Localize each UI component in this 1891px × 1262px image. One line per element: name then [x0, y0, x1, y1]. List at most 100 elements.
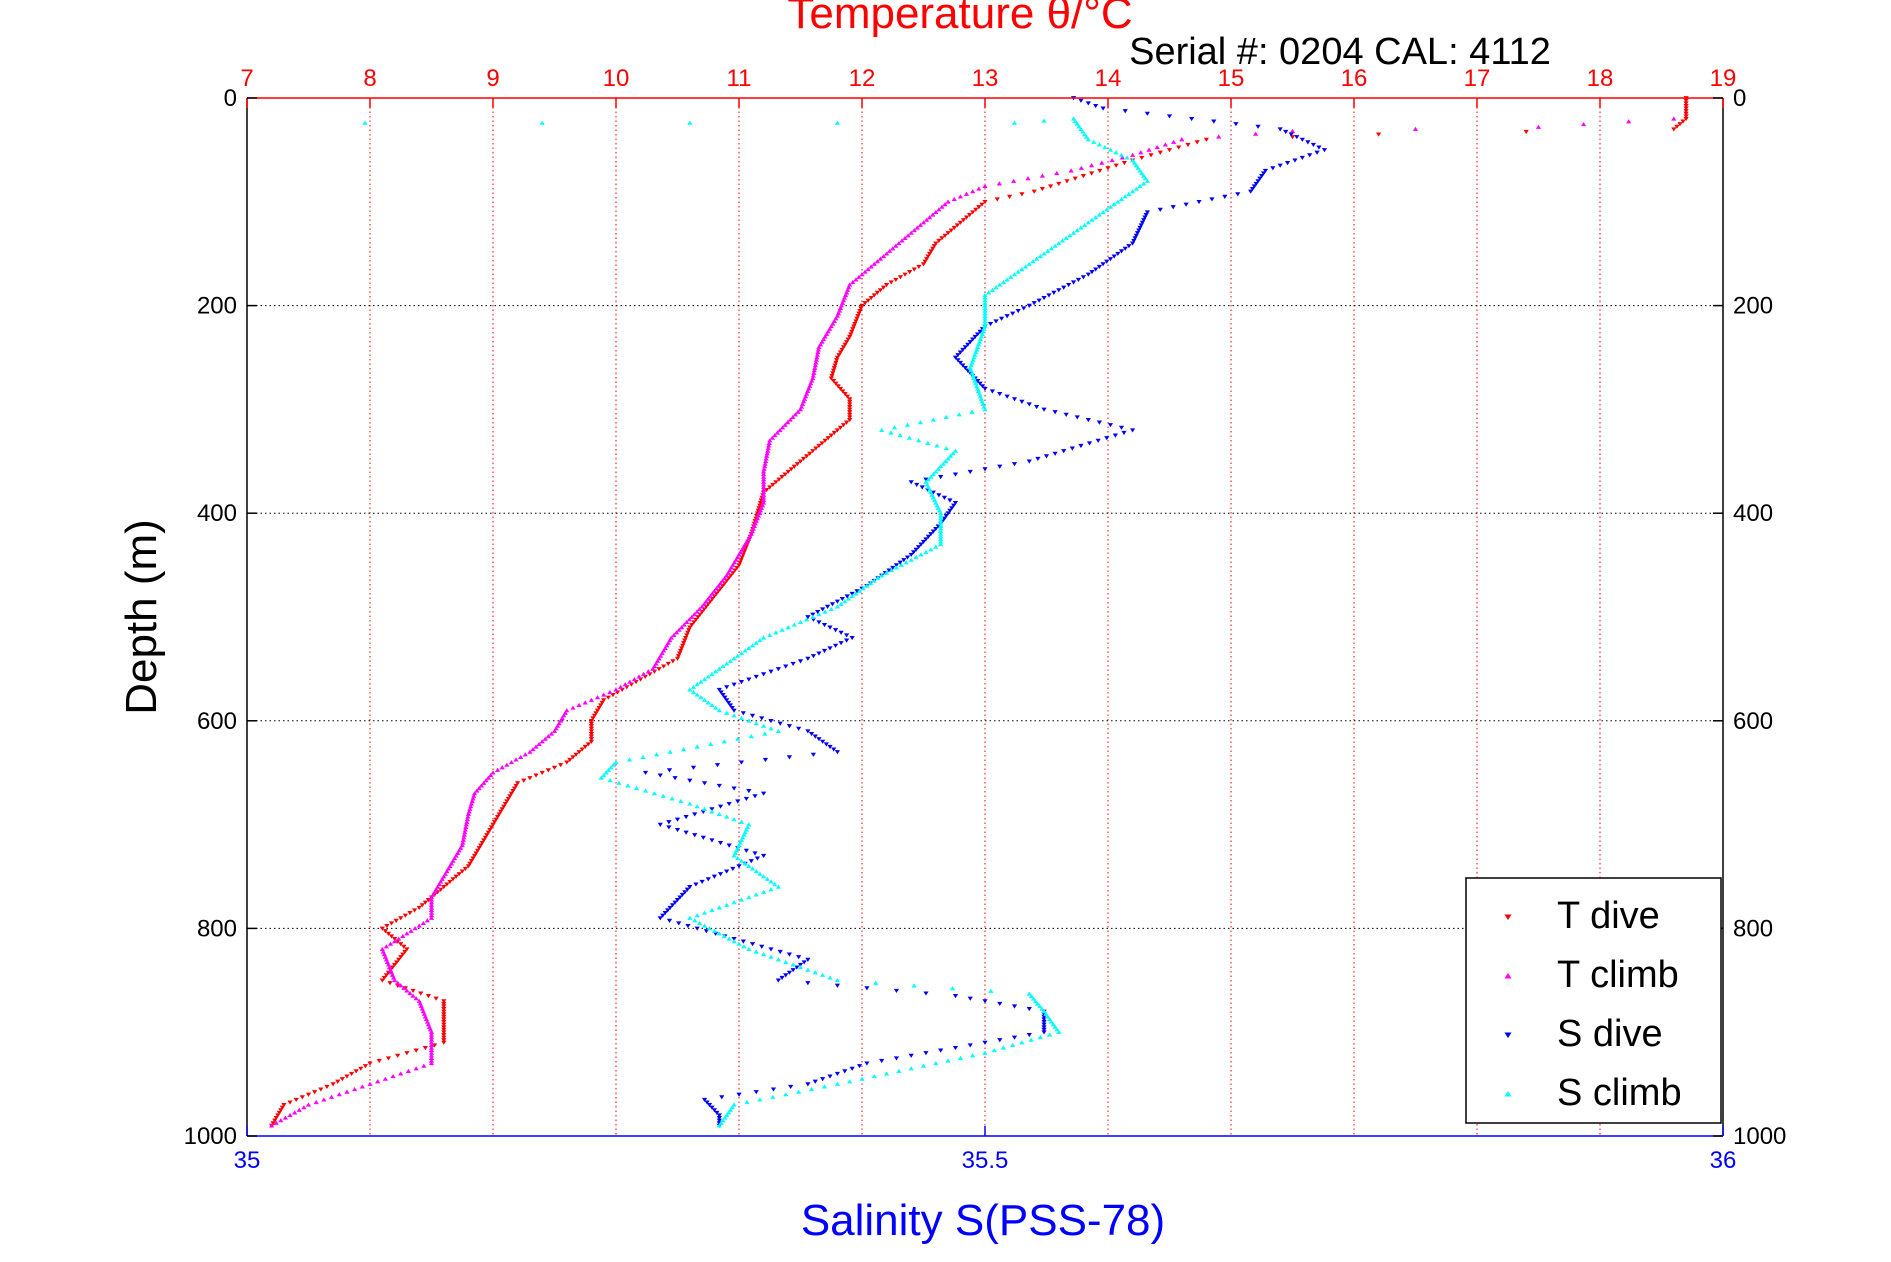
data-point: [934, 443, 940, 448]
data-point: [801, 960, 807, 965]
data-point: [330, 1082, 336, 1087]
data-point: [1107, 423, 1114, 428]
data-point: [864, 583, 870, 588]
data-point: [1118, 249, 1125, 254]
data-point: [692, 833, 698, 838]
data-point: [490, 770, 496, 775]
temperature-tick-label: 10: [603, 65, 630, 92]
data-point: [976, 186, 982, 191]
data-point: [687, 625, 693, 630]
data-point: [590, 716, 596, 721]
data-point: [689, 614, 695, 619]
data-point: [1074, 121, 1080, 126]
data-point: [877, 256, 884, 261]
data-point: [761, 466, 767, 471]
data-point: [949, 986, 956, 991]
data-point: [838, 641, 844, 646]
data-point: [706, 926, 713, 931]
data-point: [849, 635, 855, 641]
data-point: [441, 1035, 447, 1040]
data-point: [812, 362, 818, 368]
data-point: [1080, 275, 1086, 280]
data-point: [1137, 225, 1143, 231]
data-point: [724, 685, 730, 690]
data-point: [770, 1094, 776, 1099]
data-point: [943, 445, 949, 451]
data-point: [969, 409, 975, 414]
data-point: [943, 513, 949, 519]
data-point: [410, 993, 416, 998]
data-point: [761, 723, 767, 728]
data-point: [970, 1053, 976, 1058]
data-point: [482, 835, 488, 840]
data-point: [441, 1032, 447, 1038]
data-point: [1292, 158, 1298, 163]
data-point: [444, 882, 450, 887]
data-point: [978, 334, 984, 339]
data-point: [1144, 178, 1150, 183]
data-point: [1233, 122, 1239, 127]
data-point: [847, 410, 853, 415]
data-point: [753, 674, 759, 680]
data-point: [783, 1092, 789, 1097]
data-point: [982, 311, 988, 316]
data-point: [1011, 1004, 1018, 1009]
data-point: [740, 939, 746, 944]
data-point: [848, 332, 854, 337]
data-point: [1080, 174, 1086, 179]
data-point: [428, 1035, 435, 1040]
chart-subtitle: Serial #: 0204 CAL: 4112: [1129, 31, 1551, 73]
data-point: [582, 700, 588, 705]
data-point: [804, 617, 810, 622]
data-point: [933, 544, 939, 549]
data-point: [387, 981, 393, 986]
data-point: [402, 913, 408, 918]
data-point: [824, 604, 831, 609]
data-point: [545, 768, 551, 773]
data-point: [997, 464, 1003, 469]
data-point: [786, 970, 793, 975]
data-point: [1056, 288, 1062, 293]
data-point: [1196, 199, 1202, 205]
data-point: [968, 368, 974, 373]
data-point: [965, 342, 971, 347]
data-point: [790, 962, 796, 967]
data-point: [1026, 303, 1032, 308]
data-point: [1011, 120, 1018, 125]
data-point: [856, 311, 862, 316]
data-point: [991, 1048, 997, 1053]
data-point: [1075, 277, 1082, 282]
data-point: [610, 762, 617, 767]
data-point: [1095, 438, 1101, 443]
data-point: [505, 796, 511, 801]
data-point: [887, 248, 893, 253]
data-point: [339, 1077, 345, 1082]
data-point: [716, 811, 722, 817]
data-point: [884, 570, 890, 575]
data-point: [914, 225, 920, 230]
data-point: [694, 926, 700, 931]
data-point: [1121, 161, 1127, 166]
data-point: [957, 350, 963, 355]
data-point: [456, 872, 462, 877]
data-point: [785, 420, 791, 425]
data-point: [893, 988, 900, 994]
data-point: [761, 635, 767, 640]
data-point: [972, 334, 978, 340]
data-point: [757, 638, 763, 643]
data-point: [305, 1102, 312, 1107]
data-point: [588, 734, 594, 739]
data-point: [820, 972, 826, 977]
data-point: [945, 511, 951, 516]
data-point: [1118, 152, 1125, 157]
data-point: [1063, 412, 1069, 417]
data-point: [692, 812, 698, 817]
data-point: [947, 508, 953, 513]
data-point: [1113, 163, 1119, 168]
data-point: [701, 806, 708, 811]
data-point: [973, 349, 979, 355]
data-point: [976, 205, 982, 210]
data-point: [904, 422, 911, 427]
data-point: [1033, 999, 1039, 1004]
data-point: [808, 731, 815, 737]
